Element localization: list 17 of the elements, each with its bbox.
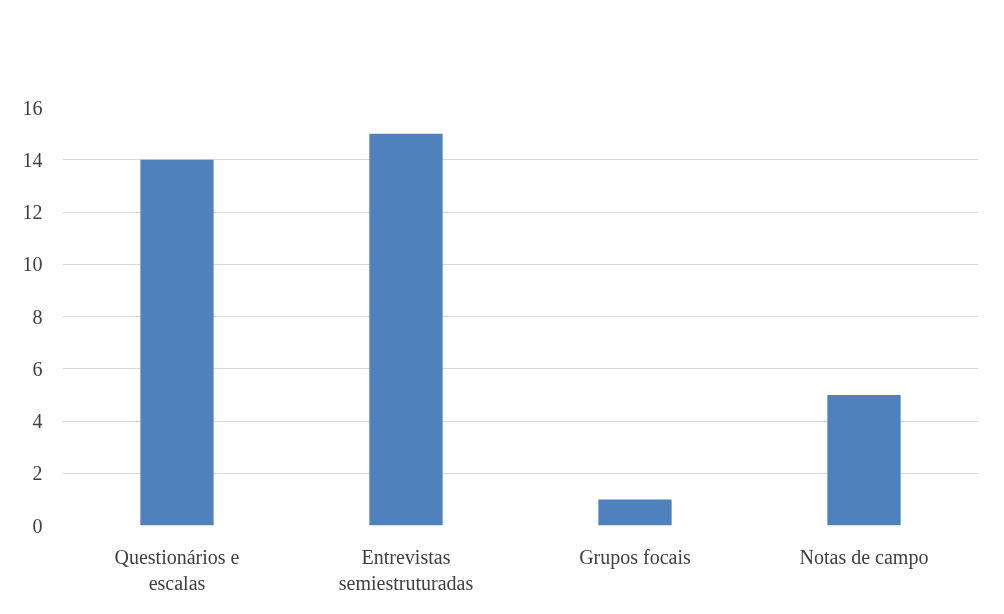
y-tick-label: 4 bbox=[32, 410, 43, 432]
x-tick-label: Notas de campo bbox=[799, 545, 929, 569]
x-tick-label: Entrevistas semiestruturadas bbox=[338, 545, 474, 594]
x-tick-label: Grupos focais bbox=[579, 545, 692, 569]
y-tick-label: 0 bbox=[32, 514, 43, 537]
y-tick-label: 16 bbox=[22, 96, 43, 119]
y-tick-label: 2 bbox=[32, 462, 43, 485]
bar bbox=[369, 133, 443, 526]
y-tick-label: 14 bbox=[22, 148, 43, 171]
y-tick-label: 10 bbox=[22, 253, 43, 276]
y-tick-label: 8 bbox=[32, 305, 43, 328]
bar bbox=[598, 499, 672, 526]
bar bbox=[140, 159, 214, 526]
x-tick-label: Questionários e escalas bbox=[114, 545, 240, 594]
y-tick-label: 12 bbox=[22, 201, 43, 223]
bar bbox=[827, 394, 901, 526]
y-tick-label: 6 bbox=[32, 357, 43, 380]
